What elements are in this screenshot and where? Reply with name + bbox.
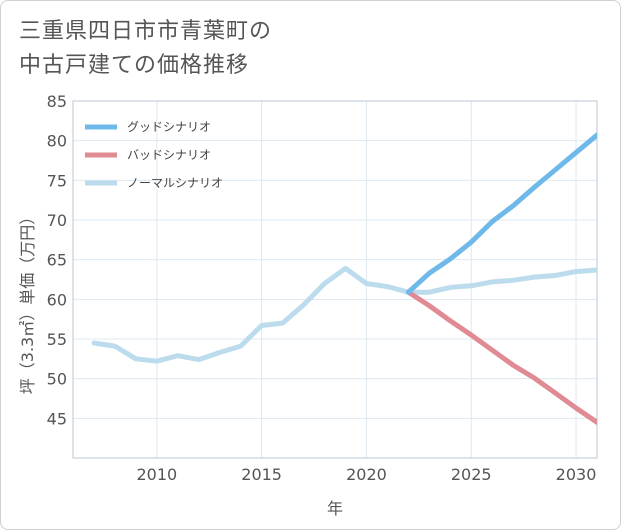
y-tick-label: 70	[47, 211, 67, 230]
x-axis-title: 年	[327, 499, 343, 518]
series-line-bad	[405, 289, 597, 425]
series-line-good	[405, 132, 597, 295]
x-tick-label: 2015	[241, 465, 282, 484]
y-tick-label: 75	[47, 171, 67, 190]
axis-ticks: 45 50 55 60 65 70 75 80 85 2010 2015 2020 2025 2030	[47, 92, 597, 484]
grid	[73, 100, 597, 458]
legend-label: ノーマルシナリオ	[127, 176, 223, 190]
legend-label: バッドシナリオ	[127, 148, 211, 162]
x-tick-label: 2025	[451, 465, 492, 484]
y-axis-title: 坪（3.3㎡）単価（万円）	[18, 209, 37, 394]
y-tick-label: 80	[47, 132, 67, 151]
y-tick-label: 50	[47, 370, 67, 389]
plot-area-border	[72, 100, 598, 459]
series-line-normal	[91, 265, 597, 364]
x-tick-label: 2020	[346, 465, 387, 484]
series-lines	[91, 132, 597, 425]
chart-title-line-2: 中古戸建ての価格推移	[19, 53, 250, 78]
chart-title-line-1: 三重県四日市市青葉町の	[19, 19, 273, 44]
x-tick-label: 2030	[556, 465, 597, 484]
chart-title: 三重県四日市市青葉町の 中古戸建ての価格推移	[19, 15, 439, 83]
legend-label: グッドシナリオ	[127, 120, 211, 134]
y-tick-label: 55	[47, 330, 67, 349]
y-tick-label: 85	[47, 92, 67, 111]
y-tick-label: 45	[47, 409, 67, 428]
y-tick-label: 60	[47, 290, 67, 309]
x-tick-label: 2010	[136, 465, 177, 484]
y-tick-label: 65	[47, 251, 67, 270]
